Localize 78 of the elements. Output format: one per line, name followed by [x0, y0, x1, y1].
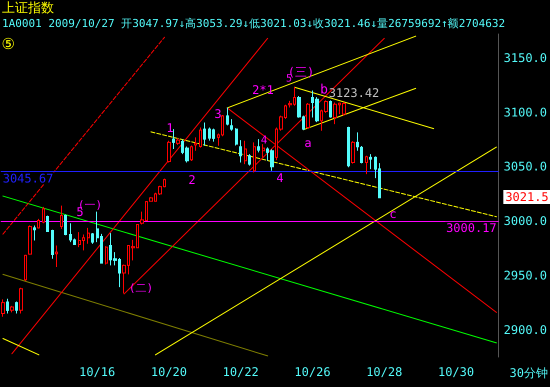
annotation: (二) — [128, 282, 154, 294]
annotation: a — [304, 136, 312, 150]
candlestick — [190, 144, 193, 162]
x-axis-title: 30分钟 — [510, 366, 548, 380]
candlestick — [365, 155, 368, 175]
candlestick — [333, 102, 337, 125]
candlestick — [176, 138, 180, 146]
x-tick-label: 10/22 — [222, 365, 259, 379]
y-tick-label: 2950.0 — [504, 268, 548, 282]
text: 3021.5 — [505, 190, 549, 204]
y-tick-label: 3000.0 — [504, 214, 548, 228]
chart-subtitle: 1A0001 2009/10/27 开3047.97↓高3053.29↓低3021.03↓收3021.46↓量26759692↑额2704632 — [2, 17, 506, 30]
ref-line-label: 3000.17 — [446, 220, 497, 235]
annotation: 4 — [260, 134, 268, 146]
candlestick — [351, 140, 355, 164]
candlestick — [87, 227, 90, 244]
candlestick — [212, 128, 215, 142]
x-tick-label: 10/16 — [79, 365, 116, 379]
candlestick — [342, 101, 346, 116]
candlestick — [1, 298, 5, 318]
annotation: 4 — [276, 171, 284, 185]
annotation: 2*1 — [252, 83, 274, 97]
candlestick — [203, 122, 206, 146]
candlestick — [55, 245, 58, 268]
candlestick — [235, 128, 238, 146]
x-tick-label: 10/26 — [294, 365, 331, 379]
annotation: b — [320, 82, 328, 98]
chart-title: 上证指数 — [2, 1, 54, 16]
annotation: 3 — [214, 107, 222, 121]
candlestick — [239, 140, 242, 163]
candlestick — [172, 128, 175, 150]
candlestick — [51, 229, 54, 260]
x-tick-label: 10/30 — [438, 365, 474, 379]
candlestick — [306, 102, 310, 130]
candlestick — [82, 234, 85, 251]
candlestick — [64, 214, 67, 236]
y-tick-label: 2900.0 — [504, 322, 548, 337]
candlestick — [253, 142, 256, 173]
candlestick — [194, 136, 197, 152]
candlestick — [46, 215, 49, 232]
annotation: ⑤ — [2, 35, 14, 53]
y-tick-label: 3050.0 — [504, 160, 548, 174]
x-tick-label: 10/28 — [366, 365, 402, 379]
annotation: 2 — [188, 173, 196, 187]
candlestick — [347, 126, 350, 168]
candlestick — [24, 254, 27, 282]
candlestick — [15, 301, 18, 314]
candlestick — [226, 107, 229, 126]
candlestick — [105, 246, 108, 266]
candlestick — [329, 100, 332, 118]
candlestick — [19, 287, 23, 314]
candlestick — [6, 298, 9, 314]
candlestick — [167, 140, 171, 163]
candlestick — [28, 224, 32, 256]
candlestick — [78, 232, 81, 248]
annotation: 1 — [166, 121, 174, 135]
candlestick — [42, 206, 45, 224]
candlestick — [199, 127, 202, 148]
annotation: c — [389, 207, 397, 221]
candlestick — [60, 205, 63, 230]
candlestick — [369, 154, 372, 170]
x-tick-label: 10/20 — [150, 365, 188, 379]
candlestick — [257, 138, 260, 153]
candlestick — [10, 305, 14, 313]
candlestick — [230, 118, 233, 132]
candlestick — [69, 222, 72, 243]
y-tick-label: 3150.0 — [504, 50, 548, 65]
ref-line-label: 3045.67 — [2, 171, 54, 186]
candlestick — [248, 154, 251, 166]
candlestick — [270, 148, 274, 172]
y-tick-label: 3100.0 — [504, 105, 548, 120]
candlestick — [262, 144, 265, 158]
candlestick — [91, 232, 94, 244]
annotation: 3123.42 — [328, 86, 380, 100]
candlestick — [244, 140, 247, 165]
candlestick — [37, 218, 40, 230]
candlestick — [208, 127, 211, 142]
candlestick — [33, 225, 36, 242]
